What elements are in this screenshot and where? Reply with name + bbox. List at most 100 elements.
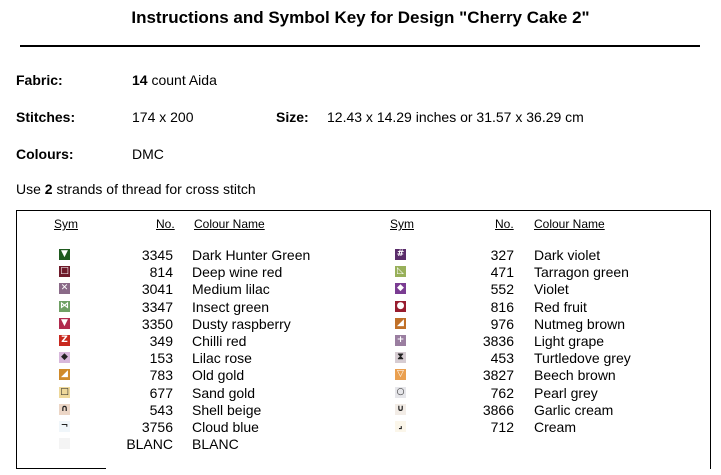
colour-name: Light grape (534, 333, 605, 349)
key-row: Z 349 Chilli red (17, 333, 707, 350)
dmc-number: 153 (149, 350, 173, 367)
fabric-label: Fabric: (16, 72, 63, 88)
colour-name: Violet (534, 281, 569, 298)
title-divider (20, 45, 700, 47)
colour-name: Sand gold (192, 384, 256, 401)
no-header-left: No. (156, 217, 175, 231)
colour-name: Lilac rose (192, 350, 252, 367)
name-header-left: Colour Name (194, 217, 265, 231)
key-row: ∩ 543 Shell beige (17, 402, 707, 419)
strand-count: 2 (44, 181, 53, 197)
corner-icon: ⌟ (395, 421, 406, 432)
dmc-number: 3827 (482, 367, 514, 384)
dmc-number: 3350 (141, 315, 173, 332)
diamond-icon: ◆ (59, 352, 70, 364)
dmc-number: 712 (490, 419, 514, 435)
diamond-icon: ◆ (395, 283, 406, 295)
hash-icon: # (395, 249, 406, 260)
plus-icon: + (395, 335, 406, 346)
colour-name: Pearl grey (534, 384, 598, 401)
colour-name: Medium lilac (192, 281, 270, 298)
sym-header-left: Sym (54, 217, 78, 231)
colour-name: Dark Hunter Green (192, 247, 311, 263)
symbol-key-table: Sym No. Colour Name Sym No. Colour Name … (16, 210, 711, 469)
dmc-number: 976 (490, 315, 514, 332)
dmc-number: 3345 (141, 247, 173, 263)
fabric-count: 14 (132, 72, 148, 88)
bowtie-icon: ⋈ (59, 300, 70, 312)
size-label: Size: (276, 109, 309, 125)
page-title: Instructions and Symbol Key for Design "… (131, 8, 590, 27)
down-triangle-icon: ▼ (59, 317, 70, 329)
colour-name: Insect green (192, 298, 270, 315)
dmc-number: 3756 (141, 419, 173, 435)
stitches-value: 174 x 200 (132, 109, 194, 125)
colour-name: Turtledove grey (534, 350, 631, 367)
colours-label: Colours: (16, 146, 74, 162)
fabric-type: count Aida (147, 72, 217, 88)
dmc-number: 783 (149, 367, 173, 384)
dmc-number: 453 (490, 350, 514, 367)
key-row: ◢ 976 Nutmeg brown (17, 316, 707, 333)
key-row: ▼ 3345 Dark Hunter Green (17, 247, 707, 264)
dmc-number: 471 (490, 264, 514, 281)
colour-name: Shell beige (192, 401, 262, 418)
colour-name: Red fruit (534, 298, 587, 315)
dmc-number: 3866 (482, 401, 514, 418)
colour-name: Dark violet (534, 247, 601, 263)
dmc-number: 3347 (141, 298, 173, 315)
colour-name: Old gold (192, 367, 245, 384)
cup-icon: ∪ (395, 403, 406, 415)
colour-name: Beech brown (534, 367, 616, 384)
dmc-number: 3041 (141, 281, 173, 298)
dmc-number: 3836 (482, 333, 514, 349)
sym-header-right: Sym (390, 217, 414, 231)
key-row: +3836 Light grape (17, 333, 707, 350)
dmc-number: 762 (490, 384, 514, 401)
no-header-right: No. (495, 217, 514, 231)
key-row: ◆ 552 Violet (17, 281, 707, 298)
down-triangle-icon: ▼ (59, 249, 70, 260)
thread-instruction: Use 2 strands of thread for cross stitch (16, 181, 256, 197)
dmc-number: 349 (149, 333, 173, 349)
size-value: 12.43 x 14.29 inches or 31.57 x 36.29 cm (327, 109, 584, 125)
colour-name: Dusty raspberry (192, 315, 291, 332)
corner-icon: ¬ (59, 421, 70, 432)
name-header-right: Colour Name (534, 217, 605, 231)
key-row: ¬ 3756 Cloud blue (17, 419, 707, 436)
key-row: ◺ 471 Tarragon green (17, 264, 707, 281)
key-row: ⧗ 453 Turtledove grey (17, 350, 707, 367)
key-row: ○ 762 Pearl grey (17, 385, 707, 402)
key-row: ▽ 3827 Beech brown (17, 367, 707, 384)
key-row: ⌟ 712 Cream (17, 419, 707, 436)
table-bottom-rule (16, 468, 106, 469)
dmc-number: 677 (149, 384, 173, 401)
note-suffix: strands of thread for cross stitch (52, 181, 256, 197)
colour-name: Cream (534, 419, 577, 435)
key-row: ◆ 153 Lilac rose (17, 350, 707, 367)
colour-name: Garlic cream (534, 401, 614, 418)
key-row: □ 814 Deep wine red (17, 264, 707, 281)
key-row: □ 677 Sand gold (17, 385, 707, 402)
hourglass-icon: ⧗ (395, 352, 406, 364)
key-row: ⋈ 3347 Insect green (17, 299, 707, 316)
colour-name: Nutmeg brown (534, 315, 626, 332)
key-row: BLANC BLANC (17, 436, 707, 453)
note-prefix: Use (16, 181, 45, 197)
dmc-number: 327 (490, 247, 514, 263)
circle-icon: ● (395, 300, 406, 312)
fabric-value: 14 count Aida (132, 72, 217, 88)
z-letter-icon: Z (59, 335, 70, 346)
dmc-number: 552 (490, 281, 514, 298)
dmc-number: BLANC (126, 436, 173, 453)
corner-triangle-icon: ◺ (395, 266, 406, 278)
dmc-number: 814 (149, 264, 173, 281)
colour-name: Tarragon green (534, 264, 629, 281)
colour-name: Cloud blue (192, 419, 259, 435)
cross-icon: ✕ (59, 283, 70, 295)
circle-icon: ○ (395, 386, 406, 398)
key-row: ◢ 783 Old gold (17, 367, 707, 384)
dmc-number: 543 (149, 401, 173, 418)
key-row: ● 816 Red fruit (17, 299, 707, 316)
colour-name: Chilli red (192, 333, 247, 349)
